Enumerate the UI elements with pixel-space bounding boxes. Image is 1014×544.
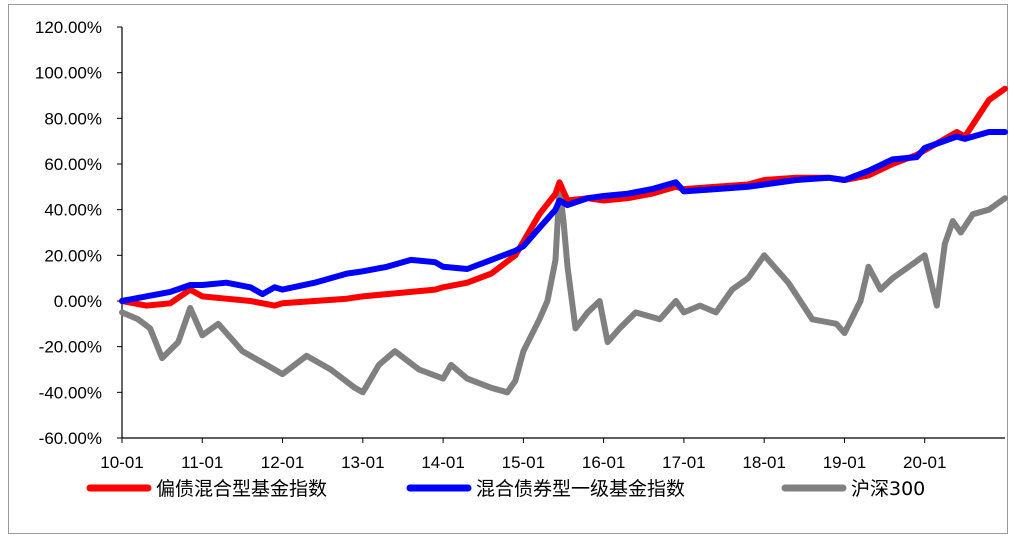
legend-label: 混合债券型一级基金指数 [476, 478, 685, 500]
y-tick-labels: -60.00% -40.00% -20.00% 0.00% 20.00% 40.00% 60… [35, 18, 102, 448]
y-tick-label: 20.00% [44, 246, 102, 265]
y-tick-label: -60.00% [39, 429, 102, 448]
legend-label: 偏债混合型基金指数 [156, 478, 327, 500]
x-tick-label: 11-01 [181, 453, 223, 472]
x-tick-labels: 10-01 11-01 12-01 13-01 14-01 15-01 16-01 17-01… [100, 453, 946, 472]
legend: 偏债混合型基金指数 混合债券型一级基金指数 沪深300 [86, 478, 925, 500]
y-tick-label: 80.00% [44, 109, 102, 128]
x-tick-label: 15-01 [502, 453, 545, 472]
series-line [119, 85, 1008, 309]
y-tick-label: 120.00% [35, 18, 102, 37]
x-tick-label: 14-01 [421, 453, 464, 472]
series-line [119, 183, 1008, 396]
x-tick-label: 16-01 [582, 453, 625, 472]
y-tick-label: 40.00% [44, 201, 102, 220]
y-tick-label: -40.00% [39, 383, 102, 402]
y-tick-label: 0.00% [54, 292, 102, 311]
y-tick-label: 60.00% [44, 155, 102, 174]
chart-frame [8, 4, 1008, 534]
axes [117, 26, 1005, 443]
series-lines [119, 85, 1008, 396]
x-tick-label: 18-01 [742, 453, 785, 472]
y-tick-label: 100.00% [35, 64, 102, 83]
series-line [119, 129, 1008, 304]
x-tick-label: 20-01 [903, 453, 946, 472]
x-tick-label: 13-01 [341, 453, 384, 472]
x-tick-label: 12-01 [261, 453, 304, 472]
y-tick-label: -20.00% [39, 338, 102, 357]
x-tick-label: 19-01 [823, 453, 866, 472]
x-tick-label: 10-01 [100, 453, 143, 472]
legend-label: 沪深300 [851, 478, 925, 500]
x-tick-label: 17-01 [662, 453, 705, 472]
